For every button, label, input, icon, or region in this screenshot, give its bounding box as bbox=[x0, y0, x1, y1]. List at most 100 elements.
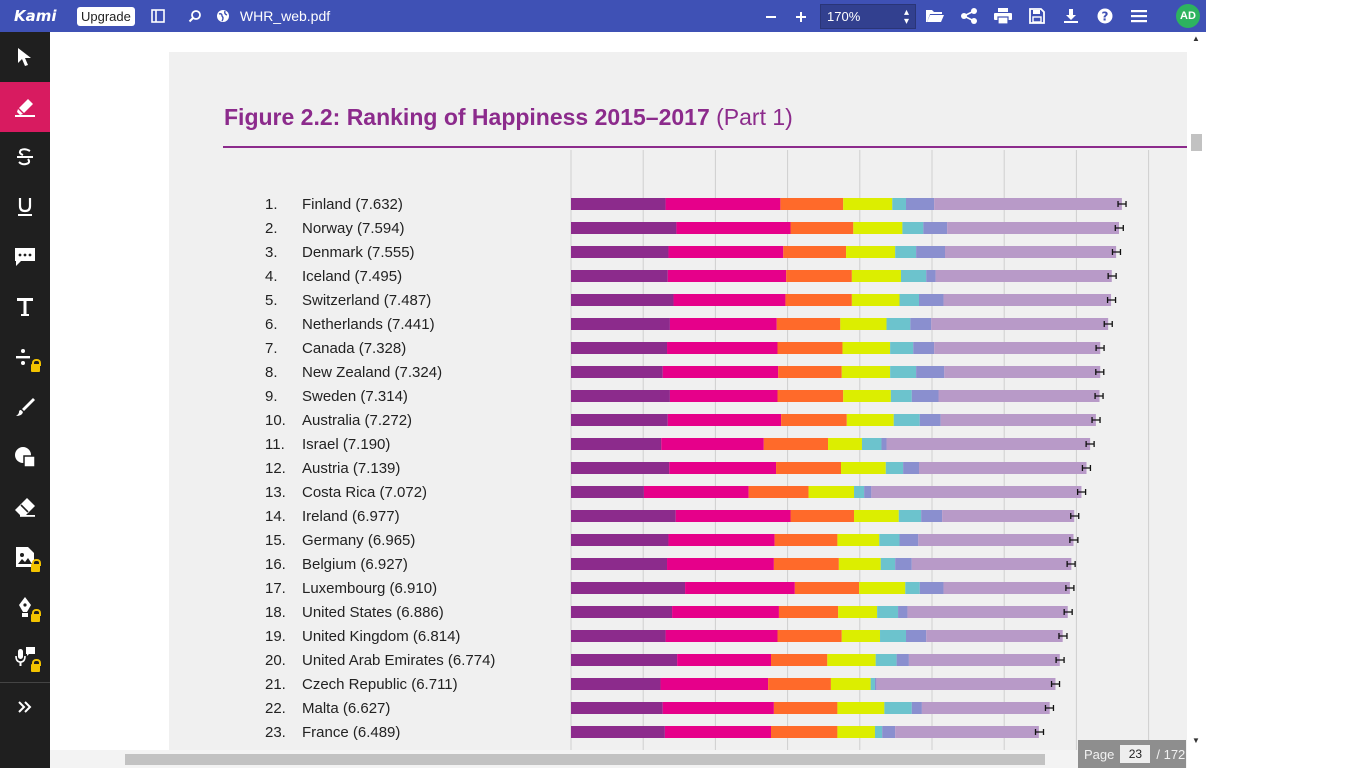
bar-segment bbox=[884, 702, 912, 714]
rank-number: 7. bbox=[265, 340, 278, 357]
bar-segment bbox=[864, 486, 872, 498]
bar-segment bbox=[841, 366, 891, 378]
bar-segment bbox=[571, 654, 678, 666]
error-bar bbox=[1076, 489, 1087, 495]
vertical-scrollbar[interactable]: ▲ ▼ bbox=[1187, 32, 1206, 750]
voice-comment-tool[interactable] bbox=[0, 632, 50, 682]
strikethrough-icon bbox=[17, 148, 33, 166]
horizontal-scroll-thumb[interactable] bbox=[125, 754, 1045, 765]
strikethrough-tool[interactable] bbox=[0, 132, 50, 182]
divide-icon bbox=[16, 349, 30, 365]
text-icon bbox=[17, 298, 33, 316]
bar-segment bbox=[921, 702, 1050, 714]
zoom-select[interactable]: 170% ▴ ▾ bbox=[820, 4, 916, 29]
bar-segment bbox=[902, 222, 924, 234]
bar-segment bbox=[571, 486, 644, 498]
bar-segment bbox=[942, 510, 1075, 522]
bar-segment bbox=[877, 606, 899, 618]
bar-segment bbox=[667, 414, 782, 426]
bar-segment bbox=[571, 342, 668, 354]
bar-segment bbox=[777, 342, 843, 354]
bar-segment bbox=[875, 654, 897, 666]
page-number-input[interactable]: 23 bbox=[1120, 745, 1151, 763]
bar-segment bbox=[785, 294, 852, 306]
bar-segment bbox=[571, 726, 665, 738]
error-bar bbox=[1069, 537, 1079, 543]
bar-segment bbox=[777, 390, 844, 402]
bar-segment bbox=[571, 534, 669, 546]
select-tool[interactable] bbox=[0, 32, 50, 82]
country-label: Ireland (6.977) bbox=[302, 508, 400, 525]
bar-segment bbox=[935, 270, 1112, 282]
svg-text:?: ? bbox=[1102, 10, 1109, 24]
bar-segment bbox=[837, 534, 880, 546]
bar-segment bbox=[571, 246, 669, 258]
print-icon[interactable] bbox=[992, 5, 1014, 27]
bar-segment bbox=[895, 726, 1039, 738]
bar-segment bbox=[940, 414, 1096, 426]
bar-segment bbox=[934, 342, 1101, 354]
rank-number: 16. bbox=[265, 556, 286, 573]
shapes-tool[interactable] bbox=[0, 432, 50, 482]
comment-tool[interactable] bbox=[0, 232, 50, 282]
bar-segment bbox=[643, 486, 749, 498]
vertical-scroll-thumb[interactable] bbox=[1191, 134, 1202, 151]
bar-segment bbox=[880, 558, 896, 570]
help-icon[interactable]: ? bbox=[1094, 5, 1116, 27]
bar-segment bbox=[907, 606, 1068, 618]
folder-open-icon[interactable] bbox=[924, 5, 946, 27]
share-icon[interactable] bbox=[958, 5, 980, 27]
bar-segment bbox=[571, 198, 666, 210]
pdf-page[interactable]: Figure 2.2: Ranking of Happiness 2015–20… bbox=[169, 52, 1189, 768]
avatar[interactable]: AD bbox=[1176, 4, 1200, 28]
search-icon[interactable] bbox=[184, 5, 206, 27]
scroll-down-icon[interactable]: ▼ bbox=[1192, 736, 1200, 745]
page-indicator: Page 23 / 172 bbox=[1078, 740, 1186, 768]
sidebar-toggle-icon[interactable] bbox=[147, 5, 169, 27]
expand-toolbar-button[interactable] bbox=[0, 687, 50, 727]
scroll-up-icon[interactable]: ▲ bbox=[1192, 34, 1200, 43]
draw-tool[interactable] bbox=[0, 382, 50, 432]
save-icon[interactable] bbox=[1026, 5, 1048, 27]
document-viewport[interactable]: Figure 2.2: Ranking of Happiness 2015–20… bbox=[50, 32, 1206, 768]
eraser-icon bbox=[15, 498, 35, 517]
bar-segment bbox=[837, 726, 875, 738]
bar-segment bbox=[943, 294, 1112, 306]
underline-tool[interactable] bbox=[0, 182, 50, 232]
rank-number: 2. bbox=[265, 220, 278, 237]
download-icon[interactable] bbox=[1060, 5, 1082, 27]
zoom-in-icon[interactable] bbox=[790, 6, 812, 28]
top-toolbar: Kami Upgrade WHR_web.pdf 170% ▴ ▾ bbox=[0, 0, 1206, 32]
horizontal-scrollbar[interactable] bbox=[50, 750, 1187, 768]
bar-segment bbox=[885, 462, 904, 474]
highlight-tool[interactable] bbox=[0, 82, 50, 132]
bar-segment bbox=[926, 630, 1063, 642]
country-label: Austria (7.139) bbox=[302, 460, 400, 477]
bar-segment bbox=[921, 510, 943, 522]
eraser-tool[interactable] bbox=[0, 482, 50, 532]
menu-icon[interactable] bbox=[1128, 5, 1150, 27]
microphone-comment-icon bbox=[15, 647, 35, 666]
zoom-out-icon[interactable] bbox=[760, 6, 782, 28]
bar-segment bbox=[669, 318, 777, 330]
bar-segment bbox=[846, 246, 896, 258]
country-label: Israel (7.190) bbox=[302, 436, 390, 453]
rank-number: 21. bbox=[265, 676, 286, 693]
text-tool[interactable] bbox=[0, 282, 50, 332]
signature-tool[interactable] bbox=[0, 582, 50, 632]
equation-tool[interactable] bbox=[0, 332, 50, 382]
title-rule bbox=[223, 146, 1189, 148]
bar-segment bbox=[879, 534, 900, 546]
bar-segment bbox=[571, 294, 674, 306]
image-tool[interactable] bbox=[0, 532, 50, 582]
bar-segment bbox=[781, 414, 847, 426]
rank-number: 22. bbox=[265, 700, 286, 717]
lock-icon bbox=[31, 659, 41, 672]
rank-number: 6. bbox=[265, 316, 278, 333]
brush-icon bbox=[16, 398, 35, 416]
bar-segment bbox=[662, 366, 779, 378]
bar-segment bbox=[943, 582, 1070, 594]
bar-segment bbox=[830, 678, 871, 690]
bar-segment bbox=[667, 270, 787, 282]
upgrade-button[interactable]: Upgrade bbox=[77, 6, 135, 26]
